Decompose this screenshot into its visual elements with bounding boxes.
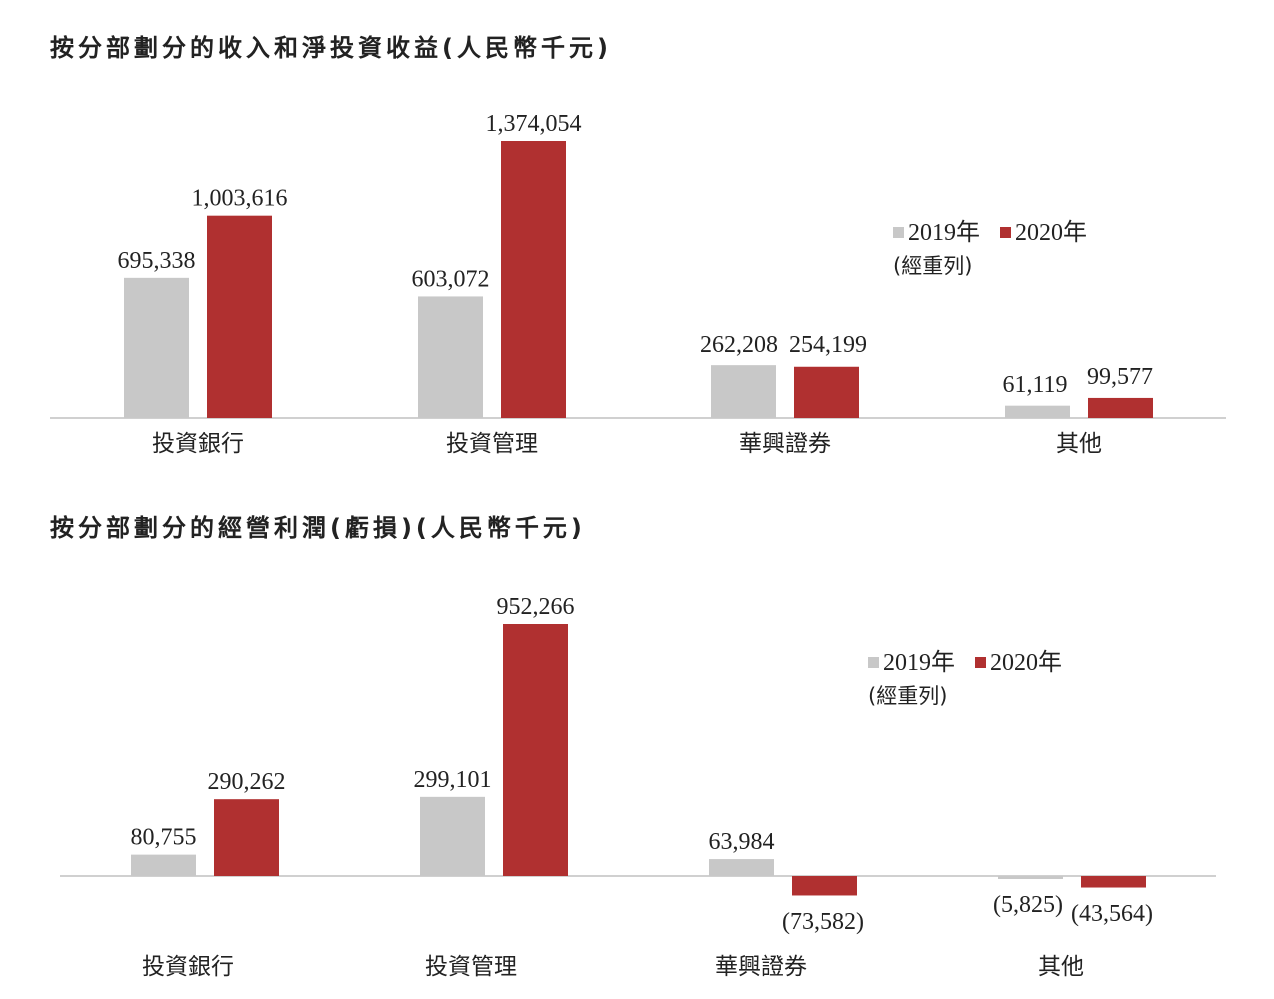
chart-title: 按分部劃分的經營利潤(虧損)(人民幣千元): [50, 514, 586, 542]
revenue-chart: 按分部劃分的收入和淨投資收益(人民幣千元) 695,338 1,003,616 投資…: [0, 0, 1274, 480]
bar-2020: [207, 215, 272, 418]
chart-title: 按分部劃分的收入和淨投資收益(人民幣千元): [50, 34, 612, 62]
data-label: 952,266: [497, 594, 575, 620]
data-label: (73,582): [782, 909, 864, 935]
data-label: 1,374,054: [486, 111, 582, 137]
legend-swatch-2019: [868, 657, 879, 668]
category-label: 投資銀行: [142, 954, 234, 980]
data-label: 695,338: [118, 248, 196, 274]
legend-label-2019: 2019年: [908, 219, 980, 246]
bar-2020: [503, 624, 568, 876]
bar-2020: [501, 141, 566, 418]
legend-swatch-2019: [893, 227, 904, 238]
category-label: 其他: [1056, 431, 1102, 457]
bar-2019: [124, 277, 189, 418]
legend-swatch-2020: [975, 657, 986, 668]
data-label: 61,119: [1002, 372, 1067, 398]
data-label: 1,003,616: [192, 186, 288, 212]
legend-note: (經重列): [868, 684, 947, 708]
legend-swatch-2020: [1000, 227, 1011, 238]
data-label: (5,825): [993, 892, 1063, 918]
data-label: 299,101: [414, 767, 492, 793]
data-label: 63,984: [709, 829, 775, 855]
category-label: 投資管理: [425, 954, 517, 980]
bar-2019: [131, 854, 196, 876]
bar-2019: [420, 796, 485, 876]
bar-2019: [998, 876, 1063, 879]
bar-2020: [214, 799, 279, 876]
bar-2019: [418, 296, 483, 418]
bar-2020: [794, 366, 859, 418]
legend-note: (經重列): [893, 254, 972, 278]
category-label: 華興證券: [739, 431, 831, 457]
revenue-chart-svg: 695,338 1,003,616 投資銀行 603,072 1,374,054 投資管理…: [50, 111, 1226, 457]
category-label: 其他: [1038, 954, 1084, 980]
data-label: 254,199: [789, 332, 867, 358]
legend-label-2020: 2020年: [1015, 219, 1087, 246]
data-label: 262,208: [700, 332, 778, 358]
legend-label-2020: 2020年: [990, 649, 1062, 676]
bar-2019: [709, 859, 774, 876]
data-label: 603,072: [412, 266, 490, 292]
bar-2019: [711, 365, 776, 418]
data-label: 80,755: [131, 825, 197, 851]
bar-2020: [1081, 876, 1146, 888]
legend-label-2019: 2019年: [883, 649, 955, 676]
bar-2020: [792, 876, 857, 896]
profit-chart: 按分部劃分的經營利潤(虧損)(人民幣千元) 80,755 290,262 投資銀行 2…: [0, 480, 1274, 999]
category-label: 投資銀行: [152, 431, 244, 457]
profit-chart-svg: 80,755 290,262 投資銀行 299,101 952,266 投資管理 63,98…: [60, 594, 1216, 980]
data-label: 290,262: [208, 769, 286, 795]
category-label: 投資管理: [446, 431, 538, 457]
bar-2019: [1005, 405, 1070, 418]
category-label: 華興證券: [715, 954, 807, 980]
data-label: 99,577: [1087, 364, 1153, 390]
data-label: (43,564): [1071, 901, 1153, 927]
bar-2020: [1088, 397, 1153, 418]
